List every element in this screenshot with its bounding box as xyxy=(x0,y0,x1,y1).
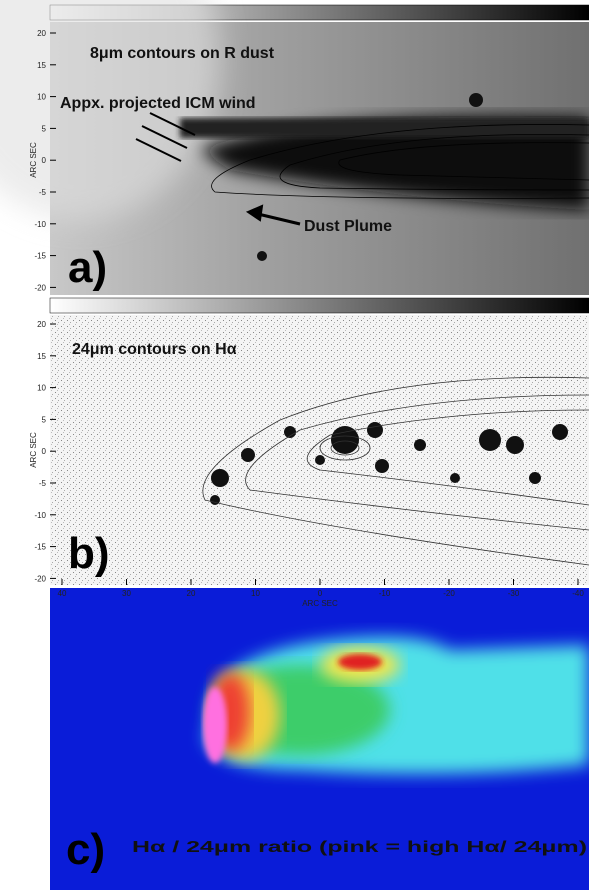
x-tick-label: 20 xyxy=(187,589,196,598)
axis-label: ARC SEC xyxy=(29,142,38,178)
axis-label: ARC SEC xyxy=(29,432,38,468)
x-tick-label: 10 xyxy=(251,589,260,598)
y-tick-label: 15 xyxy=(37,352,46,361)
panel-title: 24μm contours on Hα xyxy=(72,341,237,358)
y-tick-label: -5 xyxy=(39,188,47,197)
x-tick-label: 40 xyxy=(58,589,67,598)
y-tick-label: -10 xyxy=(34,220,46,229)
annotation: Appx. projected ICM wind xyxy=(60,95,256,112)
x-tick-label: -10 xyxy=(379,589,391,598)
annotation: Dust Plume xyxy=(304,218,392,235)
y-tick-label: 20 xyxy=(37,320,46,329)
y-tick-label: 0 xyxy=(42,447,47,456)
panel-title: Hα / 24μm ratio (pink = high Hα/ 24μm) xyxy=(132,839,587,856)
y-tick-label: 5 xyxy=(42,124,47,133)
x-tick-label: 30 xyxy=(122,589,131,598)
y-tick-label: 20 xyxy=(37,29,46,38)
y-tick-label: -15 xyxy=(34,252,46,261)
panel-label: b) xyxy=(68,529,110,578)
y-tick-label: -20 xyxy=(34,283,46,292)
y-tick-label: 10 xyxy=(37,384,46,393)
panel-title: 8μm contours on R dust xyxy=(90,45,275,62)
y-tick-label: -5 xyxy=(39,479,47,488)
x-tick-label: -40 xyxy=(572,589,584,598)
y-tick-label: 5 xyxy=(42,415,47,424)
colorbar xyxy=(50,298,589,313)
x-tick-label: -30 xyxy=(508,589,520,598)
x-axis-label: ARC SEC xyxy=(302,599,338,608)
y-tick-label: -15 xyxy=(34,543,46,552)
y-tick-label: 10 xyxy=(37,93,46,102)
y-tick-label: 0 xyxy=(42,156,47,165)
figure: 20 15 10 5 0 -5 -10 -15 -20 ARC SEC 20 15 10 5 0 -5 -10 -… xyxy=(0,0,589,890)
y-tick-label: -20 xyxy=(34,574,46,583)
panel-label: c) xyxy=(66,825,105,874)
x-tick-label: -20 xyxy=(443,589,455,598)
panel-label: a) xyxy=(68,243,107,292)
y-tick-label: 15 xyxy=(37,61,46,70)
y-tick-label: -10 xyxy=(34,511,46,520)
x-tick-label: 0 xyxy=(318,589,323,598)
